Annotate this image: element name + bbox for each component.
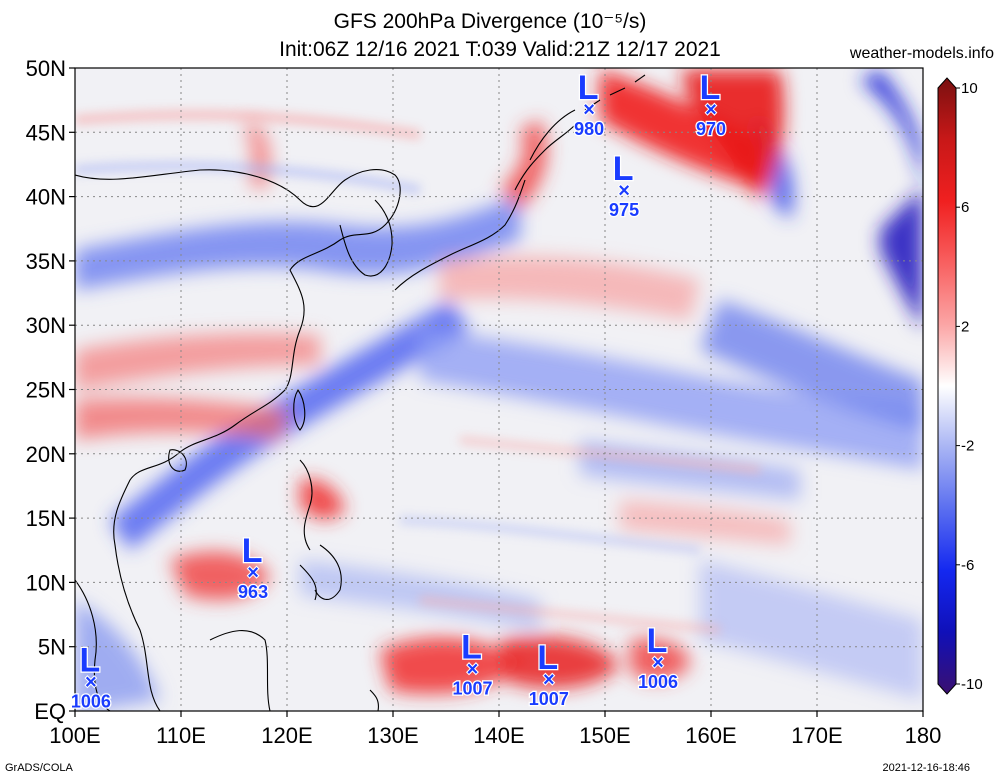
site-credit: weather-models.info: [849, 45, 994, 62]
longitude-axis: 100E 110E 120E 130E 140E 150E 160E 170E 180: [49, 711, 941, 748]
colorbar-label: 6: [961, 199, 969, 216]
low-center: L×980: [573, 68, 606, 140]
low-letter: L: [700, 69, 721, 107]
lat-tick-label: 5N: [38, 635, 66, 660]
lat-tick-label: 25N: [26, 378, 66, 403]
lon-tick-label: 100E: [49, 723, 100, 748]
low-center-mark: ×: [85, 671, 97, 693]
colorbar-label: 2: [961, 318, 969, 335]
low-pressure-label: 963: [238, 582, 268, 602]
lon-tick-label: 110E: [156, 723, 206, 748]
lon-tick-label: 180: [905, 723, 942, 748]
low-center-mark: ×: [705, 99, 717, 121]
low-center-mark: ×: [652, 652, 664, 674]
low-center: L×1007: [528, 638, 571, 711]
lat-tick-label: 35N: [26, 249, 66, 274]
divergence-field: [75, 68, 923, 711]
lat-tick-label: 30N: [26, 313, 66, 338]
coastlines: [75, 74, 646, 711]
low-letter: L: [537, 639, 558, 677]
latitude-axis: EQ 5N 10N 15N 20N 25N 30N 35N 40N 45N 50N: [26, 56, 75, 724]
generated-timestamp: 2021-12-16-18:46: [882, 762, 970, 774]
lon-tick-label: 120E: [261, 723, 312, 748]
lat-tick-label: 10N: [26, 570, 66, 595]
low-center-mark: ×: [583, 99, 595, 121]
colorbar-ramp: [937, 77, 957, 695]
lat-tick-label: 45N: [26, 120, 66, 145]
lat-tick-label: 20N: [26, 442, 66, 467]
lat-tick-label: 40N: [26, 185, 66, 210]
low-center: L×970: [695, 68, 728, 140]
lat-lon-grid: [75, 68, 923, 711]
lat-tick-label: 50N: [26, 56, 66, 81]
lon-tick-label: 170E: [791, 723, 842, 748]
low-center: L×975: [608, 149, 641, 222]
chart-title: GFS 200hPa Divergence (10⁻⁵/s): [333, 10, 647, 33]
low-center-mark: ×: [247, 562, 259, 584]
low-pressure-label: 1007: [452, 679, 492, 699]
low-center: L×1007: [451, 627, 494, 700]
colorbar-label: 10: [961, 80, 978, 97]
lon-tick-label: 150E: [579, 723, 630, 748]
low-letter: L: [242, 532, 263, 570]
low-pressure-centers: L×980L×970L×975L×963L×1006L×1007L×1007L×…: [70, 68, 728, 713]
low-center: L×1006: [70, 640, 113, 713]
lon-tick-label: 130E: [367, 723, 418, 748]
low-letter: L: [613, 150, 634, 188]
low-center-mark: ×: [618, 180, 630, 202]
low-pressure-label: 1006: [638, 672, 678, 692]
low-letter: L: [461, 629, 482, 667]
lat-tick-label: EQ: [34, 699, 66, 724]
low-pressure-label: 980: [574, 119, 604, 139]
lat-tick-label: 15N: [26, 506, 66, 531]
low-pressure-label: 1007: [529, 689, 569, 709]
colorbar-label: -6: [961, 557, 974, 574]
low-center-mark: ×: [467, 659, 479, 681]
low-letter: L: [578, 69, 599, 107]
lon-tick-label: 160E: [685, 723, 736, 748]
low-center: L×1006: [637, 621, 680, 694]
software-credit: GrADS/COLA: [5, 762, 73, 774]
low-center-mark: ×: [543, 669, 555, 691]
low-letter: L: [80, 641, 101, 679]
low-center: L×963: [237, 531, 270, 604]
low-letter: L: [647, 622, 668, 660]
chart-subtitle: Init:06Z 12/16 2021 T:039 Valid:21Z 12/1…: [279, 38, 721, 61]
low-pressure-label: 970: [696, 119, 726, 139]
low-pressure-label: 1006: [71, 691, 111, 711]
colorbar-label: -2: [961, 438, 974, 455]
colorbar-label: -10: [961, 676, 983, 693]
colorbar: 10 6 2 -2 -6 -10: [937, 77, 983, 695]
lon-tick-label: 140E: [473, 723, 524, 748]
low-pressure-label: 975: [609, 200, 639, 220]
